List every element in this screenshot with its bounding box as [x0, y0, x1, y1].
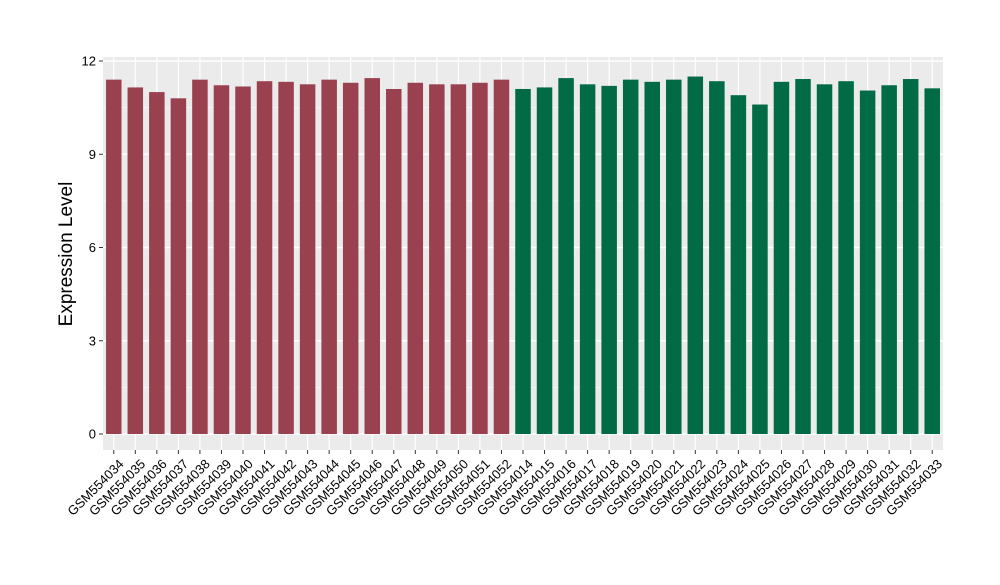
bar-GSM554051	[472, 82, 488, 434]
y-tick-label: 12	[82, 54, 96, 69]
bar-GSM554045	[342, 82, 359, 434]
bar-GSM554032	[902, 79, 919, 434]
bar-GSM554050	[450, 84, 467, 434]
bar-GSM554016	[558, 78, 574, 434]
bar-GSM554037	[170, 98, 187, 435]
bar-GSM554035	[127, 87, 144, 435]
bar-GSM554041	[256, 81, 273, 434]
bar-GSM554036	[149, 92, 165, 434]
y-tick-label: 6	[89, 240, 96, 255]
bar-GSM554015	[536, 87, 553, 435]
y-axis-label: Expression Level	[56, 182, 77, 327]
y-tick-label: 9	[89, 147, 96, 162]
bar-GSM554020	[644, 81, 660, 434]
bar-GSM554033	[924, 88, 940, 434]
y-tick-label: 3	[89, 333, 96, 348]
bar-GSM554024	[730, 95, 747, 434]
bar-GSM554039	[213, 85, 230, 434]
bar-GSM554027	[795, 79, 811, 434]
bar-GSM554038	[192, 79, 208, 435]
bar-GSM554028	[816, 84, 833, 434]
bar-GSM554025	[752, 104, 768, 435]
bar-GSM554031	[881, 85, 897, 434]
bar-GSM554030	[859, 90, 876, 434]
bar-GSM554017	[579, 84, 596, 434]
bar-GSM554014	[515, 88, 531, 434]
bar-GSM554047	[386, 88, 402, 434]
bars	[106, 76, 940, 435]
y-tick-label: 0	[89, 427, 96, 442]
bar-GSM554044	[321, 79, 337, 435]
bar-GSM554042	[278, 81, 294, 434]
bar-GSM554043	[299, 84, 316, 434]
bar-GSM554023	[709, 81, 725, 434]
bar-GSM554019	[622, 79, 639, 435]
bar-GSM554040	[235, 86, 251, 435]
bar-GSM554029	[838, 81, 854, 434]
bar-GSM554026	[773, 81, 790, 434]
bar-GSM554021	[666, 79, 682, 435]
bar-GSM554046	[364, 78, 380, 434]
bar-GSM554034	[106, 79, 122, 435]
y-axis: 0 3 6 9 12	[82, 54, 103, 442]
x-axis: GSM554034GSM554035GSM554036GSM554037GSM5…	[64, 450, 945, 519]
bar-GSM554018	[601, 85, 617, 435]
bar-GSM554049	[429, 84, 445, 434]
bar-GSM554048	[407, 82, 424, 434]
bar-GSM554022	[687, 76, 704, 434]
bar-GSM554052	[493, 79, 510, 435]
